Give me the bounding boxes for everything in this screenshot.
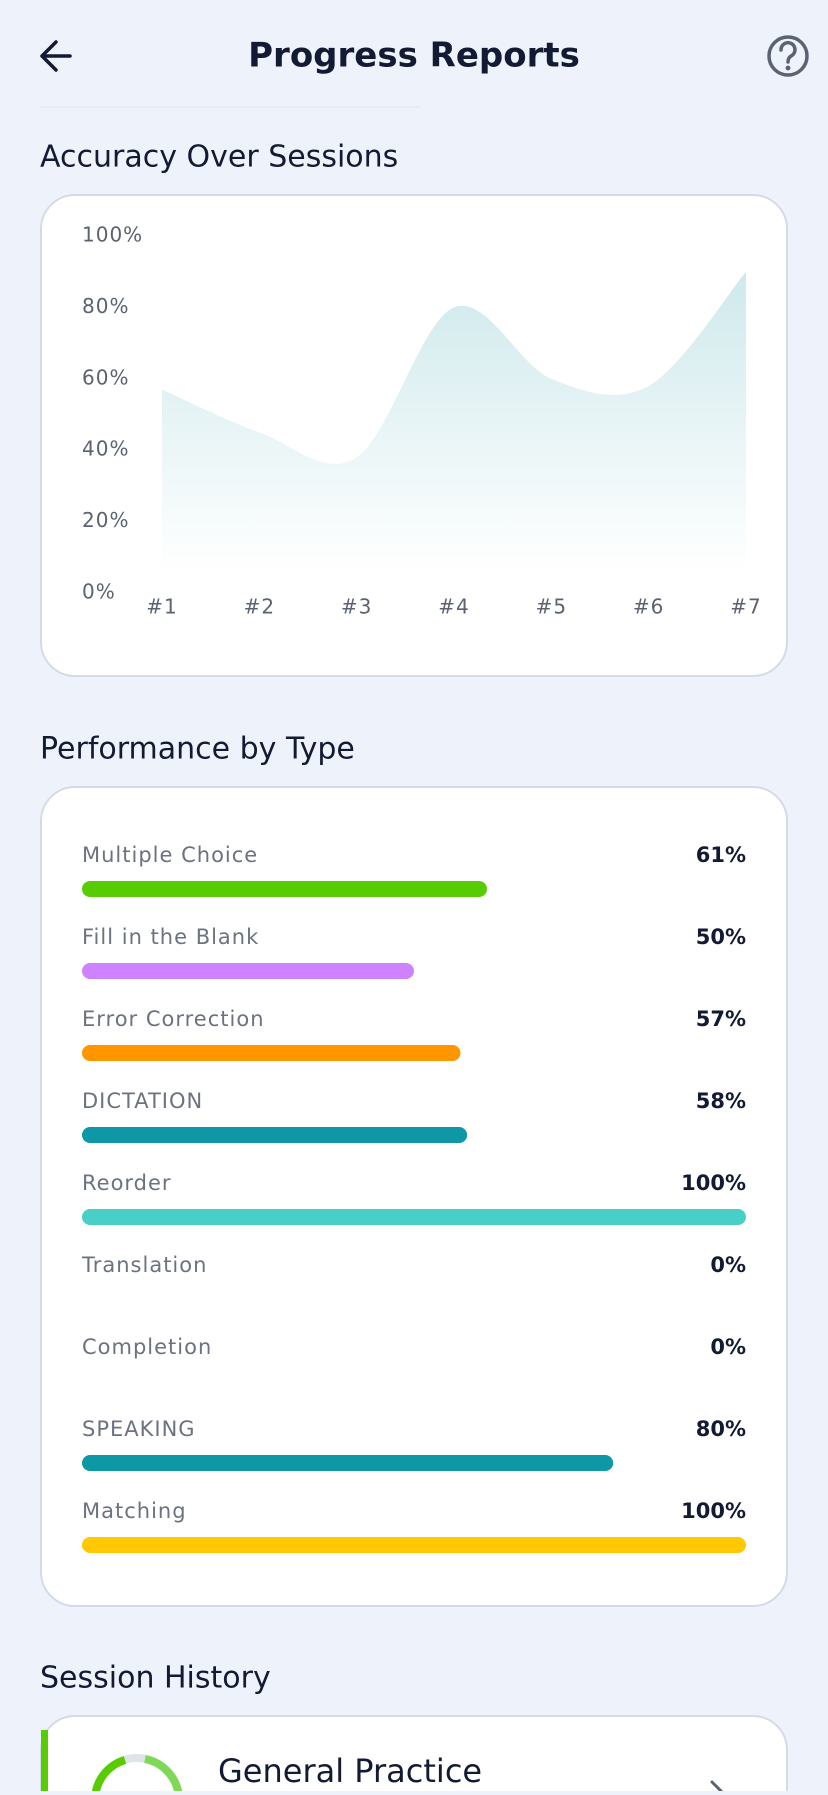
type-label: DICTATION [82, 1089, 203, 1113]
type-value: 100% [681, 1171, 746, 1195]
y-tick-label: 80% [82, 294, 129, 318]
type-value: 0% [710, 1335, 746, 1359]
type-label: Translation [81, 1253, 207, 1277]
type-label: Error Correction [82, 1007, 265, 1031]
session-title: General Practice [218, 1752, 482, 1790]
performance-list: Multiple Choice 61% Fill in the Blank 50% Er… [81, 843, 746, 1553]
type-label: Completion [82, 1335, 212, 1359]
y-tick-label: 20% [82, 508, 129, 532]
y-tick-label: 100% [82, 223, 143, 247]
score-ring-track [91, 1754, 183, 1795]
help-button[interactable] [767, 35, 809, 77]
accuracy-chart: 0% 20% 40% 60% 80% 100% #1 #2 #3 #4 #5 #6 #7 [82, 223, 761, 619]
section-title: Accuracy Over Sessions [40, 140, 398, 175]
page-title: Progress Reports [248, 36, 580, 76]
x-tick-label: #2 [244, 595, 275, 619]
help-circle [767, 35, 809, 77]
x-tick-label: #1 [146, 595, 177, 619]
x-tick-label: #6 [633, 595, 664, 619]
type-label: Matching [82, 1499, 187, 1523]
type-bar [82, 1127, 468, 1143]
type-label: Multiple Choice [82, 843, 258, 867]
type-label: Fill in the Blank [82, 925, 259, 949]
type-bar [82, 1537, 746, 1553]
x-tick-label: #5 [536, 595, 567, 619]
type-value: 58% [696, 1089, 746, 1113]
type-bar [82, 1455, 614, 1471]
type-value: 0% [710, 1253, 746, 1277]
x-tick-label: #3 [341, 595, 372, 619]
y-tick-label: 60% [82, 365, 129, 389]
performance-card [40, 786, 788, 1607]
type-value: 50% [696, 925, 746, 949]
type-value: 100% [681, 1499, 746, 1523]
type-bar [82, 1209, 746, 1225]
type-value: 57% [696, 1007, 746, 1031]
type-value: 80% [696, 1417, 746, 1441]
type-bar [82, 1045, 461, 1061]
type-value: 61% [696, 843, 746, 867]
y-tick-label: 40% [82, 437, 129, 461]
type-label: SPEAKING [82, 1417, 196, 1441]
section-title: Session History [40, 1661, 271, 1696]
x-tick-label: #4 [438, 595, 469, 619]
type-label: Reorder [82, 1171, 172, 1195]
section-title: Performance by Type [40, 732, 355, 767]
accuracy-area [162, 271, 746, 572]
session-card[interactable]: General Practice [40, 1715, 788, 1795]
type-bar [82, 881, 488, 897]
session-card-bg [40, 1715, 788, 1795]
help-dot [785, 65, 791, 71]
back-arrow [40, 40, 72, 72]
session-accent [41, 1730, 48, 1795]
y-tick-label: 0% [82, 580, 116, 604]
x-tick-label: #7 [730, 595, 761, 619]
back-button[interactable] [40, 40, 72, 72]
help-glyph [779, 40, 797, 64]
type-bar [82, 963, 414, 979]
